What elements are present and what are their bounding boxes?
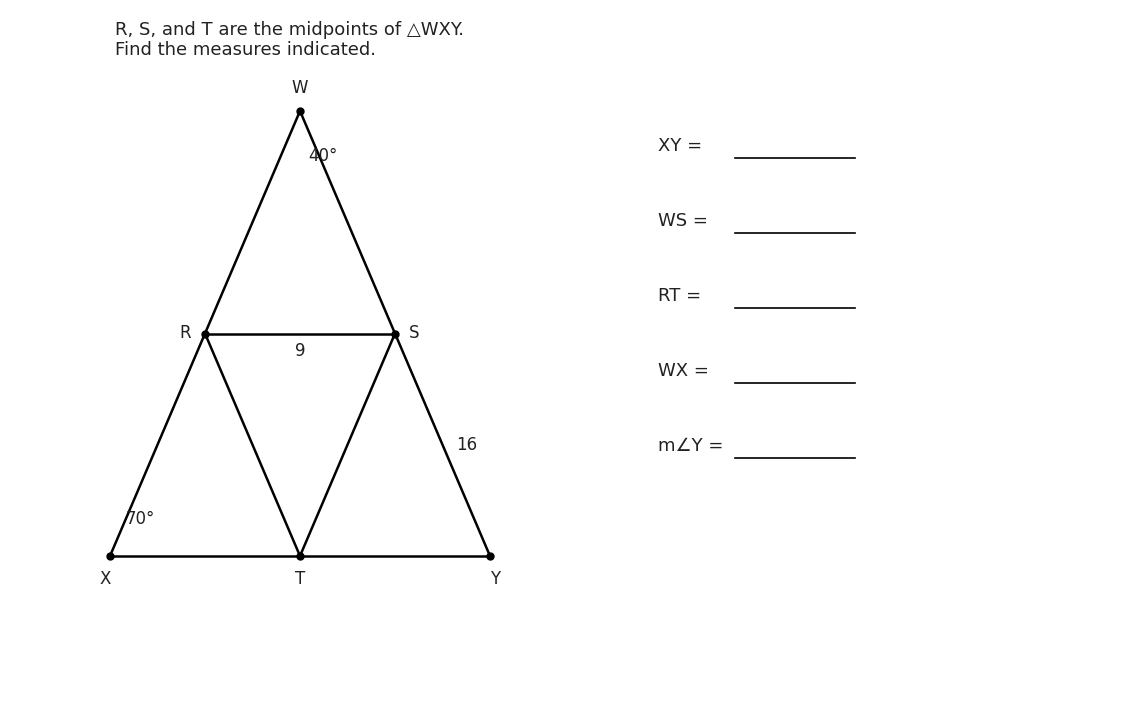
Text: R: R [179, 324, 191, 343]
Text: 70°: 70° [126, 510, 155, 528]
Text: WS =: WS = [658, 212, 708, 230]
Text: 40°: 40° [308, 147, 337, 165]
Text: X: X [99, 570, 110, 588]
Text: T: T [295, 570, 305, 588]
Text: XY =: XY = [658, 137, 702, 155]
Text: 16: 16 [457, 436, 478, 454]
Text: W: W [291, 79, 308, 97]
Text: WX =: WX = [658, 362, 709, 380]
Text: Find the measures indicated.: Find the measures indicated. [115, 41, 376, 59]
Text: R, S, and T are the midpoints of △WXY.: R, S, and T are the midpoints of △WXY. [115, 21, 464, 39]
Text: S: S [410, 324, 420, 343]
Text: m∠Y =: m∠Y = [658, 437, 723, 455]
Text: RT =: RT = [658, 287, 701, 305]
Text: 9: 9 [295, 341, 305, 360]
Text: Y: Y [490, 570, 500, 588]
